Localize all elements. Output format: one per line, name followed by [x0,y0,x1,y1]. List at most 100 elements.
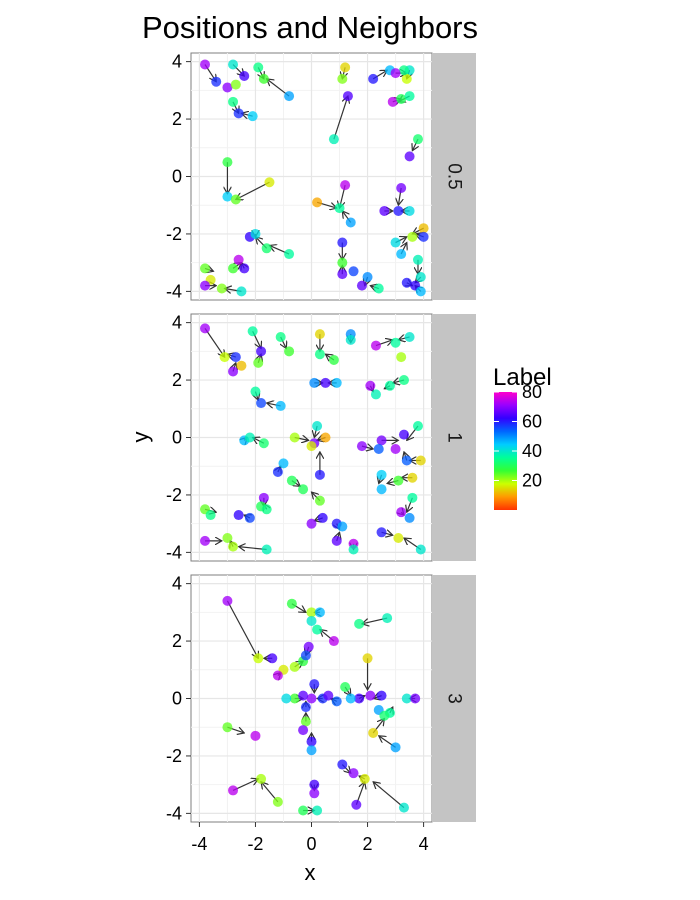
data-point [390,237,401,248]
chart-title: Positions and Neighbors [142,10,478,45]
data-point [404,151,415,162]
data-point [289,432,300,443]
data-point [415,286,426,297]
data-point [384,380,395,391]
legend-ticks: 20 40 60 80 [494,382,542,491]
data-point [401,73,412,84]
data-point [342,91,353,102]
data-point [404,205,415,216]
data-point [284,91,295,102]
facet-panels: -4 -2 0 2 4 0.5 -4 -2 0 2 4 1 -4 -2 0 2 4 3 -4 -2 0 2 4 [166,52,476,854]
neighbor-arrow [204,328,225,357]
data-point [200,535,211,546]
x-axis-title: x [305,860,316,885]
data-point [306,615,317,626]
data-point [314,469,325,480]
data-point [401,277,412,288]
data-point [407,492,418,503]
data-point [328,134,339,145]
data-point [390,443,401,454]
data-point [272,796,283,807]
data-point [337,73,348,84]
legend-colorbar [494,392,517,510]
data-point [331,377,342,388]
data-point [412,421,423,432]
data-point [370,389,381,400]
data-point [298,725,309,736]
data-point [314,329,325,340]
data-point [407,231,418,242]
y-tick-label: 2 [172,631,182,651]
data-point [286,598,297,609]
data-point [300,650,311,661]
data-point [401,455,412,466]
data-point [365,380,376,391]
data-point [230,194,241,205]
data-point [298,484,309,495]
y-tick-label: 0 [172,428,182,448]
y-tick-label: -2 [166,746,182,766]
data-point [337,759,348,770]
data-point [396,352,407,363]
data-point [306,518,317,529]
y-tick-label: 4 [172,574,182,594]
data-point [337,269,348,280]
data-point [264,177,275,188]
data-point [356,280,367,291]
data-point [236,286,247,297]
y-tick-label: -4 [166,542,182,562]
data-point [306,441,317,452]
data-point [398,65,409,76]
x-tick-label: -4 [191,834,207,854]
data-point [317,512,328,523]
data-point [306,736,317,747]
data-point [396,93,407,104]
data-point [278,458,289,469]
data-point [289,661,300,672]
data-point [398,375,409,386]
data-point [230,79,241,90]
data-point [275,331,286,342]
data-point [418,231,429,242]
y-axis-title: y [128,432,153,443]
x-tick-label: -2 [247,834,263,854]
data-point [314,607,325,618]
data-point [250,228,261,239]
x-tick-label: 2 [363,834,373,854]
data-point [219,352,230,363]
data-point [200,59,211,70]
data-point [351,799,362,810]
data-point [261,243,272,254]
data-point [404,512,415,523]
y-tick-label: 0 [172,167,182,187]
data-point [228,366,239,377]
data-point [404,91,415,102]
data-point [309,377,320,388]
data-point [348,544,359,555]
data-point [340,682,351,693]
data-point [356,441,367,452]
data-point [362,272,373,283]
data-point [396,507,407,518]
data-point [228,785,239,796]
data-point [376,527,387,538]
data-point [211,76,222,87]
data-point [415,455,426,466]
data-point [236,360,247,371]
data-point [298,805,309,816]
data-point [239,263,250,274]
data-point [222,533,233,544]
data-point [275,400,286,411]
facet-strip-label: 3 [444,693,465,704]
legend-tick-label: 60 [522,412,542,432]
data-point [312,805,323,816]
data-point [244,432,255,443]
data-point [200,263,211,274]
data-point [272,670,283,681]
data-point [396,249,407,260]
data-point [200,323,211,334]
data-point [250,386,261,397]
data-point [222,191,233,202]
data-point [412,134,423,145]
data-point [256,346,267,357]
